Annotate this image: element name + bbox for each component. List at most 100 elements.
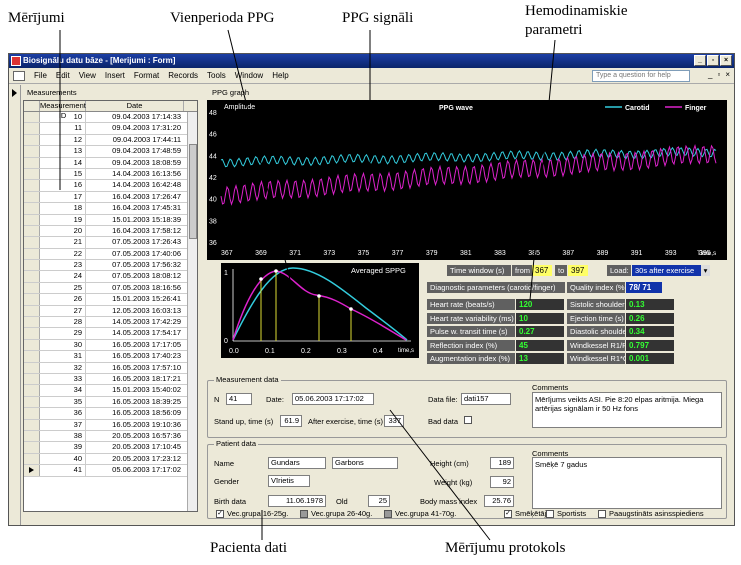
measurement-date-cell[interactable]: 09.04.2003 18:08:59 <box>112 157 181 167</box>
measurement-date-cell[interactable]: 20.05.2003 17:10:45 <box>112 442 181 452</box>
measurement-id-cell[interactable]: 40 <box>40 453 86 465</box>
col-measurement-id[interactable]: Measurement ID <box>40 101 86 120</box>
table-row[interactable]: 33 16.05.2003 18:17:21 <box>24 373 197 386</box>
table-row[interactable]: 19 15.01.2003 15:18:39 <box>24 214 197 226</box>
measurement-id-cell[interactable]: 37 <box>40 419 86 430</box>
measurement-id-cell[interactable]: 15 <box>40 168 86 180</box>
child-maximize-button[interactable]: ▫ <box>717 70 721 79</box>
measurement-date-cell[interactable]: 16.05.2003 17:40:23 <box>112 351 181 361</box>
measurement-date-cell[interactable]: 14.05.2003 17:54:17 <box>112 328 181 338</box>
measurement-date-cell[interactable]: 16.04.2003 17:58:12 <box>112 225 181 235</box>
n-field[interactable]: 41 <box>226 393 252 405</box>
measurement-id-cell[interactable]: 41 <box>40 465 86 476</box>
table-row[interactable]: 26 15.01.2003 15:26:41 <box>24 294 197 306</box>
table-row[interactable]: 21 07.05.2003 17:26:43 <box>24 237 197 249</box>
table-row[interactable]: 18 16.04.2003 17:45:31 <box>24 203 197 215</box>
measurement-id-cell[interactable]: 35 <box>40 396 86 408</box>
measurement-id-cell[interactable]: 20 <box>40 225 86 237</box>
row-selector[interactable] <box>24 442 40 453</box>
table-row[interactable]: 29 14.05.2003 17:54:17 <box>24 328 197 340</box>
measurement-id-cell[interactable]: 25 <box>40 282 86 294</box>
table-row[interactable]: 20 16.04.2003 17:58:12 <box>24 225 197 238</box>
row-selector[interactable] <box>24 305 40 317</box>
row-selector[interactable] <box>24 214 40 225</box>
bmi-field[interactable]: 25.76 <box>484 495 514 507</box>
measurement-id-cell[interactable]: 21 <box>40 237 86 248</box>
row-selector[interactable] <box>24 237 40 248</box>
old-field[interactable]: 25 <box>368 495 390 507</box>
from-input[interactable]: 367 <box>532 265 552 276</box>
measurement-id-cell[interactable]: 22 <box>40 248 86 260</box>
measurement-date-cell[interactable]: 16.05.2003 17:17:05 <box>112 339 181 349</box>
row-selector[interactable] <box>24 123 40 134</box>
table-row[interactable]: 16 14.04.2003 16:42:48 <box>24 180 197 192</box>
standup-field[interactable]: 61.9 <box>280 415 302 427</box>
row-selector[interactable] <box>24 157 40 168</box>
patient-checkbox[interactable] <box>300 510 308 518</box>
row-selector[interactable] <box>24 294 40 305</box>
measurements-scrollbar[interactable] <box>187 112 197 511</box>
menu-view[interactable]: View <box>78 71 96 80</box>
measurement-date-cell[interactable]: 16.05.2003 18:17:21 <box>112 373 181 383</box>
patient-checkbox[interactable]: ✓ <box>504 510 512 518</box>
menu-help[interactable]: Help <box>272 71 289 80</box>
measurement-date-cell[interactable]: 09.04.2003 17:48:59 <box>112 146 181 156</box>
menu-insert[interactable]: Insert <box>104 71 125 80</box>
measurement-date-cell[interactable]: 05.06.2003 17:17:02 <box>112 465 181 475</box>
chevron-down-icon[interactable]: ▾ <box>701 265 710 276</box>
measurement-date-cell[interactable]: 16.04.2003 17:26:47 <box>112 191 181 201</box>
table-row[interactable]: 35 16.05.2003 18:39:25 <box>24 396 197 409</box>
measurement-id-cell[interactable]: 27 <box>40 305 86 317</box>
table-row[interactable]: 31 16.05.2003 17:40:23 <box>24 351 197 363</box>
measurement-id-cell[interactable]: 18 <box>40 203 86 214</box>
menu-window[interactable]: Window <box>234 71 264 80</box>
measurement-date-cell[interactable]: 20.05.2003 17:23:12 <box>112 453 181 463</box>
table-row[interactable]: 39 20.05.2003 17:10:45 <box>24 442 197 454</box>
measurement-id-cell[interactable]: 14 <box>40 157 86 168</box>
row-selector[interactable] <box>24 203 40 214</box>
measurement-date-cell[interactable]: 16.04.2003 17:45:31 <box>112 203 181 213</box>
table-row[interactable]: 23 07.05.2003 17:56:32 <box>24 260 197 272</box>
row-selector[interactable] <box>24 248 40 260</box>
measurement-id-cell[interactable]: 19 <box>40 214 86 225</box>
measurement-date-cell[interactable]: 16.05.2003 18:39:25 <box>112 396 181 406</box>
row-selector[interactable] <box>24 271 40 282</box>
form-icon[interactable] <box>13 70 25 81</box>
row-selector[interactable] <box>24 112 40 123</box>
table-row[interactable]: 41 05.06.2003 17:17:02 <box>24 465 197 477</box>
measurement-id-cell[interactable]: 38 <box>40 430 86 442</box>
measurement-id-cell[interactable]: 12 <box>40 134 86 146</box>
col-date[interactable]: Date <box>86 101 184 111</box>
measurement-date-cell[interactable]: 12.05.2003 16:03:13 <box>112 305 181 315</box>
measurement-id-cell[interactable]: 34 <box>40 385 86 396</box>
table-row[interactable]: 30 16.05.2003 17:17:05 <box>24 339 197 352</box>
measurement-id-cell[interactable]: 26 <box>40 294 86 305</box>
birth-field[interactable]: 11.06.1978 <box>268 495 326 507</box>
table-row[interactable]: 36 16.05.2003 18:56:09 <box>24 408 197 420</box>
measurement-date-cell[interactable]: 07.05.2003 17:40:06 <box>112 248 181 258</box>
row-selector[interactable] <box>24 430 40 442</box>
measurement-date-cell[interactable]: 07.05.2003 18:08:12 <box>112 271 181 281</box>
menu-records[interactable]: Records <box>168 71 199 80</box>
gender-field[interactable]: Vīrietis <box>268 475 310 487</box>
table-row[interactable]: 15 14.04.2003 16:13:56 <box>24 168 197 181</box>
measurement-id-cell[interactable]: 13 <box>40 146 86 157</box>
measurement-id-cell[interactable]: 30 <box>40 339 86 351</box>
row-selector[interactable] <box>24 453 40 465</box>
row-selector[interactable] <box>24 396 40 408</box>
row-selector[interactable] <box>24 465 40 476</box>
row-selector[interactable] <box>24 225 40 237</box>
measurement-id-cell[interactable]: 24 <box>40 271 86 282</box>
to-input[interactable]: 397 <box>568 265 588 276</box>
first-name-field[interactable]: Gundars <box>268 457 326 469</box>
table-row[interactable]: 14 09.04.2003 18:08:59 <box>24 157 197 169</box>
close-button[interactable]: × <box>720 55 732 66</box>
measurement-date-cell[interactable]: 09.04.2003 17:14:33 <box>112 112 181 121</box>
table-row[interactable]: 22 07.05.2003 17:40:06 <box>24 248 197 261</box>
measurement-id-cell[interactable]: 33 <box>40 373 86 385</box>
table-row[interactable]: 13 09.04.2003 17:48:59 <box>24 146 197 158</box>
measurement-id-cell[interactable]: 39 <box>40 442 86 453</box>
row-selector[interactable] <box>24 317 40 328</box>
patient-checkbox[interactable] <box>384 510 392 518</box>
row-selector[interactable] <box>24 419 40 430</box>
